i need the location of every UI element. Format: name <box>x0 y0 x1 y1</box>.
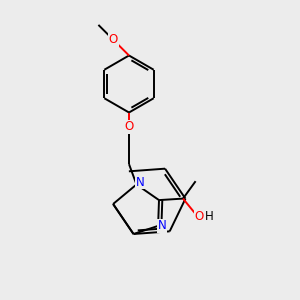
Text: N: N <box>158 219 166 232</box>
Text: O: O <box>109 33 118 46</box>
Text: N: N <box>136 176 145 189</box>
Text: O: O <box>194 210 203 223</box>
Text: H: H <box>205 210 214 223</box>
Text: O: O <box>124 120 134 134</box>
